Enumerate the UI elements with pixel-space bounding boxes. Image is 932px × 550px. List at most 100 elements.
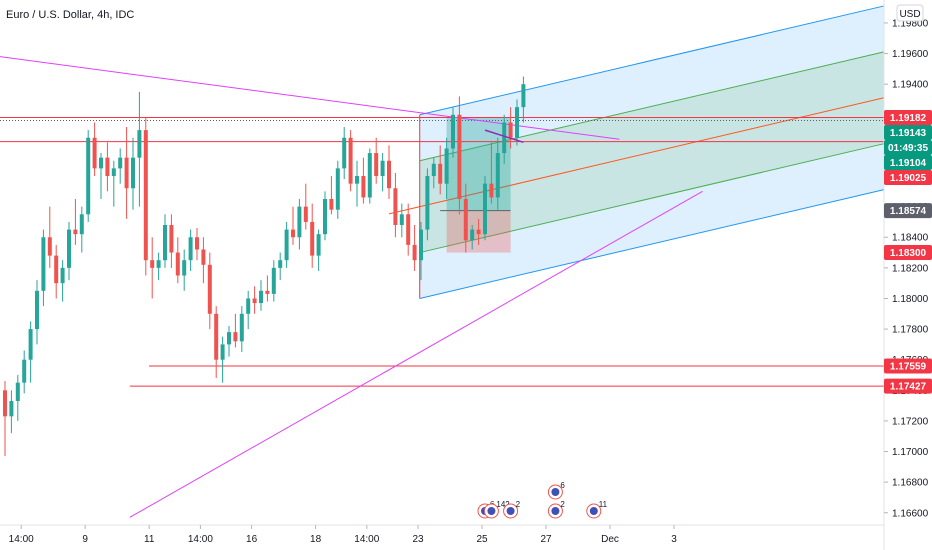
price-tick-label: 1.19800 <box>892 18 929 29</box>
event-marker: 2 <box>503 500 521 519</box>
candle-body <box>131 157 135 189</box>
candle <box>47 206 52 268</box>
event-flag-inner <box>589 507 598 515</box>
candle-body <box>111 168 116 177</box>
candle-body <box>316 234 321 256</box>
candle-body <box>265 290 270 294</box>
candle <box>303 183 308 230</box>
event-flag-inner <box>506 507 515 515</box>
candle-body <box>156 260 161 268</box>
candle-body <box>195 237 199 250</box>
price-tag-label: 1.18574 <box>890 206 927 217</box>
candle-body <box>246 298 251 314</box>
price-axis[interactable]: 1.198001.196001.194001.192001.190001.188… <box>884 18 929 519</box>
price-tag: 1.19104 <box>884 155 932 171</box>
candle <box>399 203 404 238</box>
candle <box>99 153 103 199</box>
candle <box>451 107 455 158</box>
candle-body <box>3 390 7 417</box>
candle-body <box>124 157 129 189</box>
candle <box>3 381 7 457</box>
candle-body <box>143 130 148 261</box>
candle <box>412 225 417 271</box>
candle-body <box>342 137 347 169</box>
candle-body <box>9 401 14 417</box>
channel-lower-line <box>419 189 885 299</box>
candle-body <box>169 225 174 253</box>
time-tick-label: 16 <box>246 534 258 545</box>
candle <box>367 148 372 204</box>
candle-body <box>444 148 449 184</box>
candle-body <box>291 229 295 238</box>
event-marker: 11 <box>586 500 608 519</box>
price-tag-label: 1.19182 <box>890 113 927 124</box>
time-tick-label: 27 <box>540 534 552 545</box>
candle-body <box>348 137 353 184</box>
price-tag: 1.17427 <box>884 378 932 394</box>
candle <box>246 290 251 330</box>
candle <box>163 214 167 268</box>
time-tick-label: Dec <box>601 534 619 545</box>
candle <box>278 252 283 281</box>
candle <box>137 91 142 207</box>
time-axis[interactable]: 14:00 9 11 14:00 16 18 14:00 23 25 27 Dec 3 <box>9 525 678 545</box>
candle-body <box>227 332 231 345</box>
candle-body <box>508 122 513 138</box>
candle-body <box>118 157 123 169</box>
candle <box>60 260 65 302</box>
candle <box>476 218 481 245</box>
candle-body <box>259 290 263 304</box>
currency-button[interactable]: USD <box>896 4 924 22</box>
event-count-label: 142 <box>496 500 510 509</box>
price-tick-label: 1.18000 <box>892 294 929 305</box>
candle <box>214 306 219 379</box>
chart-title: Euro / U.S. Dollar, 4h, IDC <box>6 9 134 21</box>
candle-body <box>399 214 404 225</box>
channel-upper-mid-line <box>419 51 885 162</box>
candle <box>457 96 462 215</box>
candle-body <box>54 255 59 284</box>
candle <box>207 252 212 330</box>
candle <box>495 137 500 210</box>
candle <box>22 350 27 394</box>
price-tick-label: 1.16800 <box>892 478 929 489</box>
candle-body <box>367 153 372 198</box>
time-tick-label: 23 <box>412 534 424 545</box>
candle <box>489 142 494 204</box>
candle-body <box>297 206 302 238</box>
price-tag-label: 1.18300 <box>890 248 927 259</box>
candle <box>502 114 507 164</box>
event-marker: 6 <box>547 481 565 500</box>
candle <box>111 160 116 207</box>
candle <box>239 306 244 353</box>
candle-body <box>188 237 193 261</box>
price-tag-label: 1.19025 <box>890 173 927 184</box>
position-target-zone <box>446 117 511 211</box>
price-tag: 1.18300 <box>884 245 932 261</box>
price-tick-label: 1.18200 <box>892 263 929 274</box>
time-tick-label: 14:00 <box>354 534 379 545</box>
candle-body <box>502 122 507 154</box>
candle-body <box>47 237 52 256</box>
candle-body <box>284 229 289 261</box>
candle <box>515 99 519 146</box>
candle <box>284 221 289 268</box>
candle-body <box>335 168 340 210</box>
price-tag: 1.19143 <box>884 125 932 141</box>
candle-body <box>233 332 238 342</box>
time-tick-label: 14:00 <box>188 534 213 545</box>
candle-body <box>310 221 315 256</box>
candle <box>329 176 334 215</box>
candle-body <box>387 160 391 189</box>
candle <box>131 137 135 210</box>
candle-body <box>431 163 436 177</box>
candle-body <box>521 84 526 108</box>
price-tag-box <box>884 110 932 126</box>
candle <box>54 244 59 299</box>
price-tags: 1.19182 1.19143 01:49:35 1.19104 1.19025 1.18… <box>884 110 932 394</box>
candle-body <box>495 153 500 198</box>
candle <box>233 313 238 348</box>
price-tick-label: 1.18400 <box>892 233 929 244</box>
event-count-label: 2 <box>516 500 521 509</box>
